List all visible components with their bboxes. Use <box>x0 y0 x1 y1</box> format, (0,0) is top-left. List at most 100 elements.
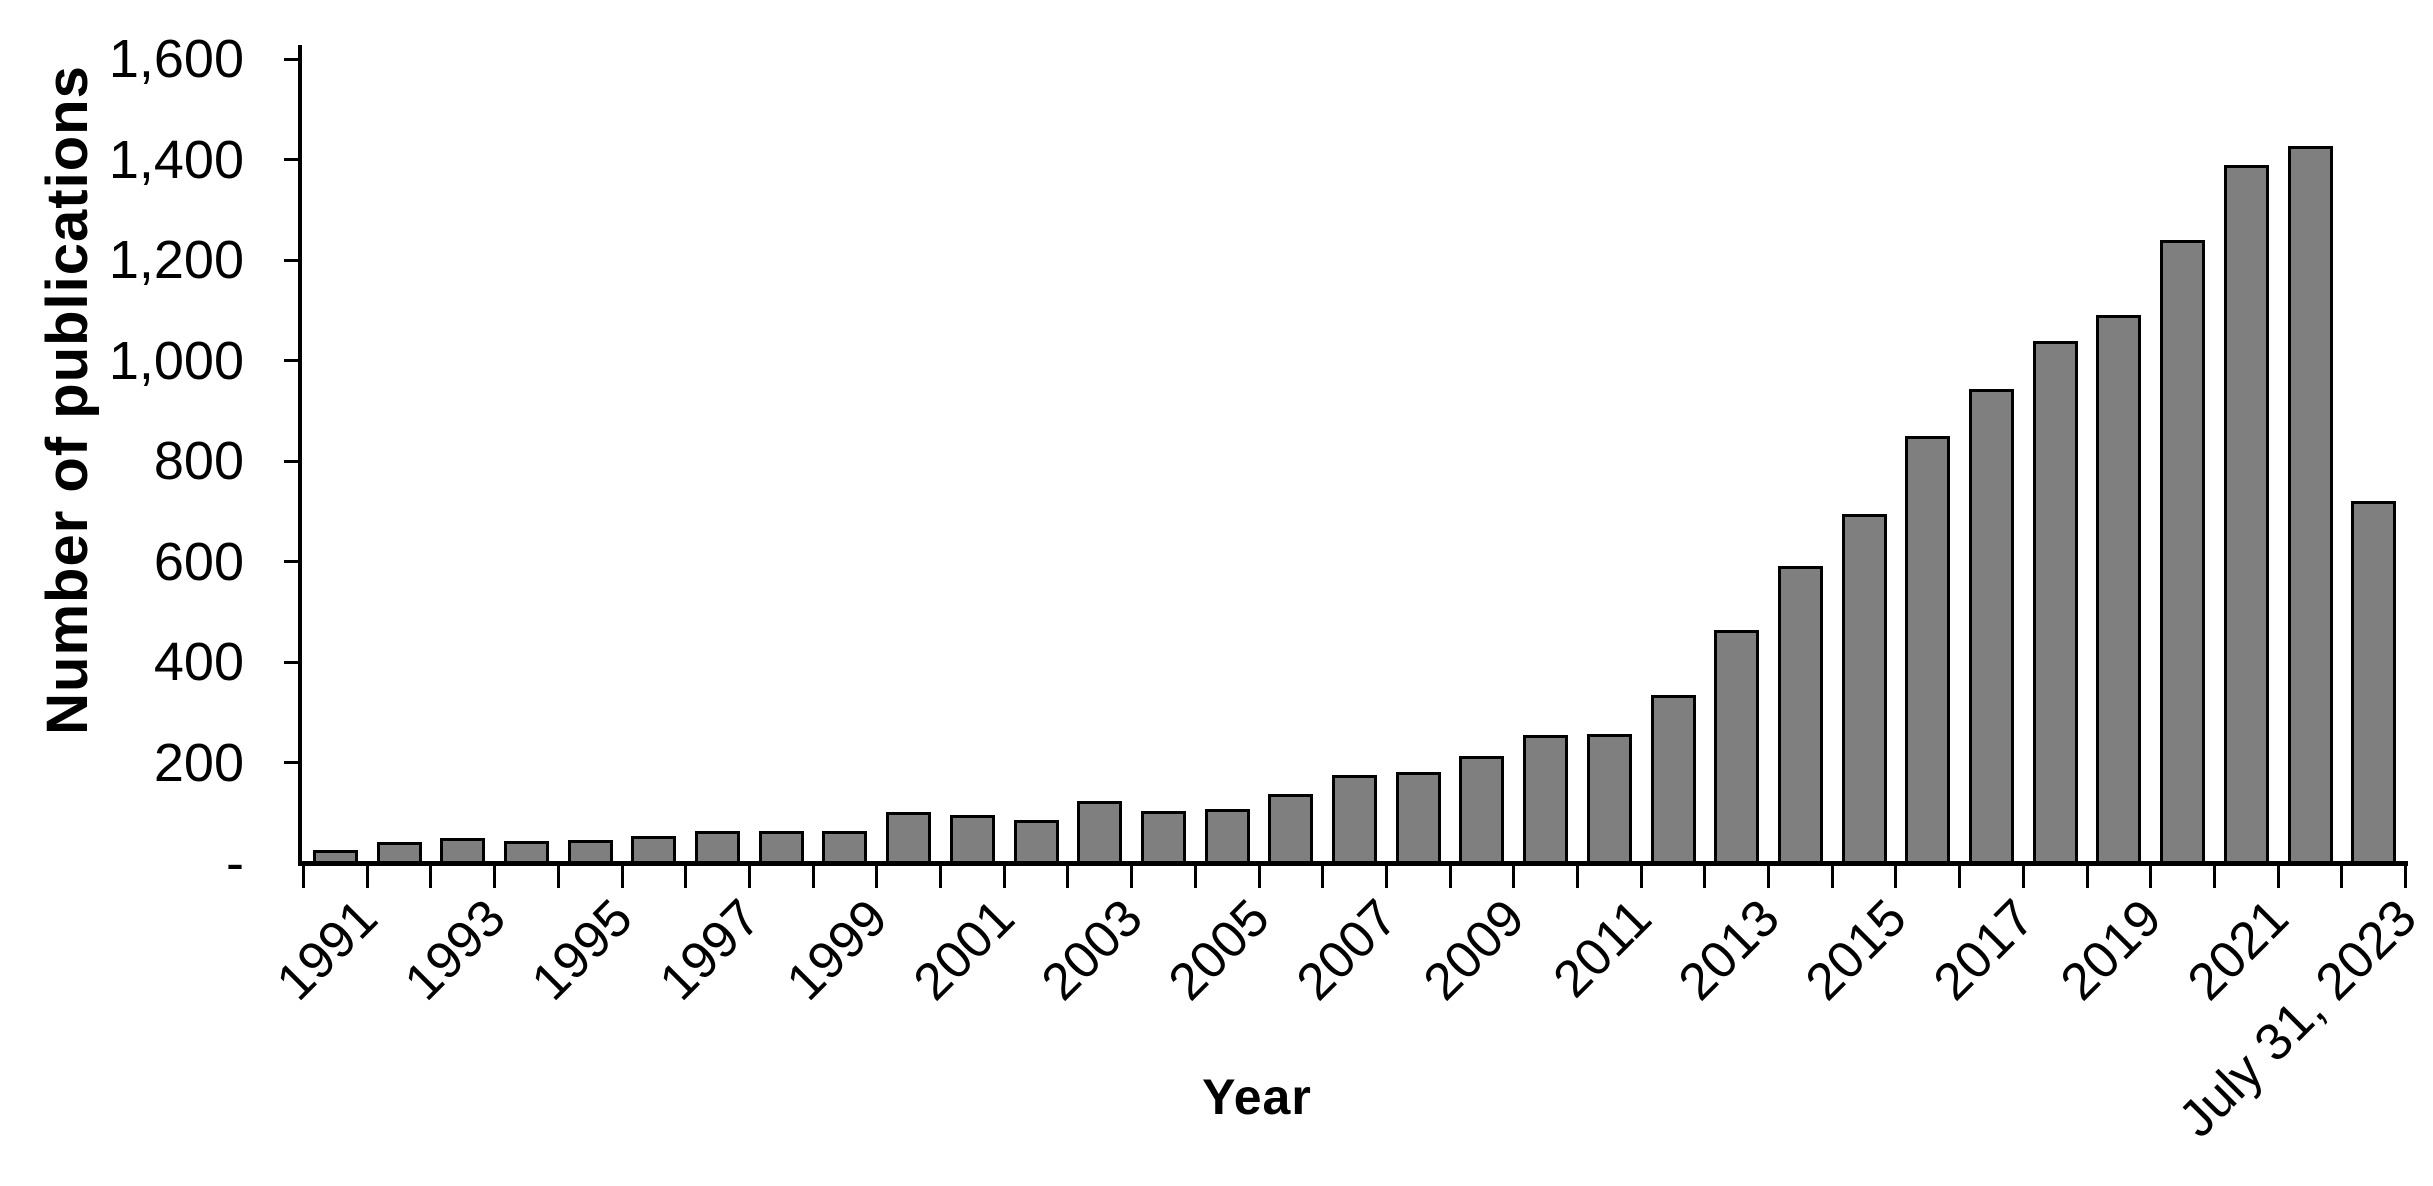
bar-2011 <box>1586 734 1632 861</box>
x-axis-title: Year <box>1202 1069 1312 1125</box>
bar-2022 <box>2287 146 2333 861</box>
bar-1994 <box>503 841 549 861</box>
x-tick <box>1703 862 1707 888</box>
bar-2001 <box>949 815 995 861</box>
bar-1993 <box>440 838 486 861</box>
y-tick-label: 800 <box>153 431 244 491</box>
bar-1992 <box>376 842 422 861</box>
bar-1997 <box>695 831 740 861</box>
x-tick-label: 1991 <box>266 888 390 1012</box>
x-tick <box>1321 862 1325 888</box>
x-tick-label: 1993 <box>393 888 517 1012</box>
y-tick <box>284 258 300 262</box>
x-tick <box>875 862 879 888</box>
x-axis-line <box>298 861 2408 866</box>
bar-2010 <box>1523 735 1569 861</box>
bar-1999 <box>822 831 868 861</box>
bar-2018 <box>2032 341 2078 861</box>
bar-2004 <box>1140 811 1186 861</box>
x-tick-label: 2011 <box>1542 888 1664 1009</box>
x-tick <box>1002 862 1006 888</box>
x-tick <box>2085 862 2089 888</box>
x-tick <box>2340 862 2344 888</box>
y-tick-label: 1,200 <box>108 230 244 290</box>
x-tick <box>1575 862 1579 888</box>
bar-2014 <box>1777 566 1823 861</box>
bar-2003 <box>1077 801 1123 861</box>
bar-2006 <box>1268 794 1314 861</box>
bar-2019 <box>2096 315 2142 861</box>
y-tick <box>284 57 300 61</box>
x-tick-label: 2001 <box>903 888 1027 1012</box>
bar-2002 <box>1013 820 1059 861</box>
y-tick-label: 1,600 <box>108 29 244 89</box>
bar-2020 <box>2160 240 2206 861</box>
y-tick <box>284 359 300 362</box>
y-tick-label: 1,400 <box>108 129 244 190</box>
x-tick-label: 1997 <box>648 888 772 1012</box>
x-tick <box>1639 862 1643 888</box>
bar-2012 <box>1650 695 1696 861</box>
y-tick <box>284 761 300 764</box>
x-tick-label: 2017 <box>1922 888 2046 1012</box>
y-tick-label: 600 <box>153 531 244 592</box>
bar-2005 <box>1204 809 1250 861</box>
x-tick-label: 1999 <box>775 888 899 1012</box>
bar-2021 <box>2223 165 2269 861</box>
x-tick <box>429 862 433 888</box>
x-tick <box>1512 862 1516 888</box>
x-tick <box>1894 862 1898 888</box>
bar-2009 <box>1459 756 1505 861</box>
y-tick-label: 400 <box>153 632 244 692</box>
bar-July 31, 2023 <box>2351 501 2397 861</box>
x-tick <box>2149 862 2153 888</box>
x-tick <box>1193 862 1197 888</box>
x-tick <box>620 862 624 888</box>
x-tick <box>2021 862 2025 888</box>
x-tick-label: 2019 <box>2049 888 2173 1012</box>
x-tick <box>1257 862 1261 888</box>
x-tick-label: 1995 <box>520 888 644 1012</box>
x-tick <box>1130 862 1134 888</box>
y-tick <box>284 660 300 664</box>
y-tick <box>284 158 300 161</box>
x-tick <box>1448 862 1452 888</box>
x-tick <box>1066 862 1070 888</box>
x-tick-label: 2013 <box>1667 888 1791 1012</box>
bar-1996 <box>631 836 677 861</box>
x-tick <box>939 862 942 888</box>
x-tick-label: 2009 <box>1412 888 1536 1012</box>
x-tick-label: 2007 <box>1285 888 1409 1012</box>
bar-2000 <box>886 812 932 861</box>
bar-2013 <box>1714 630 1760 861</box>
x-tick-label: 2005 <box>1157 888 1281 1012</box>
x-tick <box>493 862 497 888</box>
x-tick <box>811 862 815 888</box>
y-tick <box>284 459 300 463</box>
x-tick <box>302 862 305 888</box>
x-tick-label: 2015 <box>1794 888 1918 1012</box>
y-tick-label: 1,000 <box>108 330 244 391</box>
bar-2007 <box>1332 775 1377 861</box>
x-tick <box>2404 862 2407 888</box>
bar-1991 <box>312 850 358 861</box>
y-tick-label: 200 <box>153 732 244 793</box>
bar-1998 <box>758 831 804 861</box>
x-tick <box>1767 862 1770 888</box>
x-tick <box>2212 862 2216 888</box>
x-tick <box>1830 862 1834 888</box>
bar-2015 <box>1841 514 1887 861</box>
bar-2008 <box>1395 772 1441 861</box>
y-tick <box>284 560 300 563</box>
x-tick <box>365 862 369 888</box>
x-tick <box>1384 862 1388 888</box>
x-tick <box>2276 862 2280 888</box>
bar-1995 <box>567 840 613 861</box>
x-tick <box>556 862 560 888</box>
x-tick <box>684 862 688 888</box>
bar-2016 <box>1905 436 1951 861</box>
x-tick-label: 2003 <box>1030 888 1154 1012</box>
x-tick <box>747 862 751 888</box>
